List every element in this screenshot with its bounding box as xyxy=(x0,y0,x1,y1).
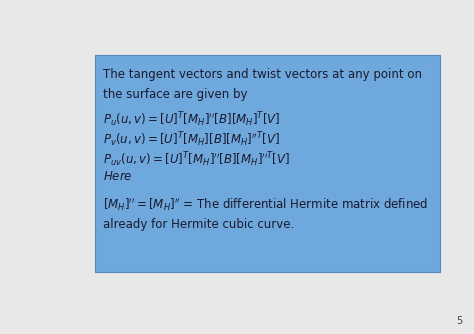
Text: 5: 5 xyxy=(456,316,462,326)
Text: the surface are given by: the surface are given by xyxy=(103,88,247,101)
Text: The tangent vectors and twist vectors at any point on: The tangent vectors and twist vectors at… xyxy=(103,68,422,81)
Text: $\mathit{Here}$: $\mathit{Here}$ xyxy=(103,170,133,183)
Text: $P_v(u,v)=[U]^T[M_H][B][M_H]^{\prime\prime T}[V]$: $P_v(u,v)=[U]^T[M_H][B][M_H]^{\prime\pri… xyxy=(103,130,280,149)
Text: $P_u(u,v)=[U]^T[M_H]^{\prime\prime}[B][M_H]^T[V]$: $P_u(u,v)=[U]^T[M_H]^{\prime\prime}[B][M… xyxy=(103,110,281,129)
Text: $[M_H]^{\prime\prime}=[M_H]^{\prime\prime}$ = The differential Hermite matrix de: $[M_H]^{\prime\prime}=[M_H]^{\prime\prim… xyxy=(103,196,428,213)
Text: $P_{uv}(u,v)=[U]^T[M_H]^{\prime\prime}[B][M_H]^{\prime\prime T}[V]$: $P_{uv}(u,v)=[U]^T[M_H]^{\prime\prime}[B… xyxy=(103,150,290,169)
Text: already for Hermite cubic curve.: already for Hermite cubic curve. xyxy=(103,218,294,231)
Bar xyxy=(95,55,440,272)
